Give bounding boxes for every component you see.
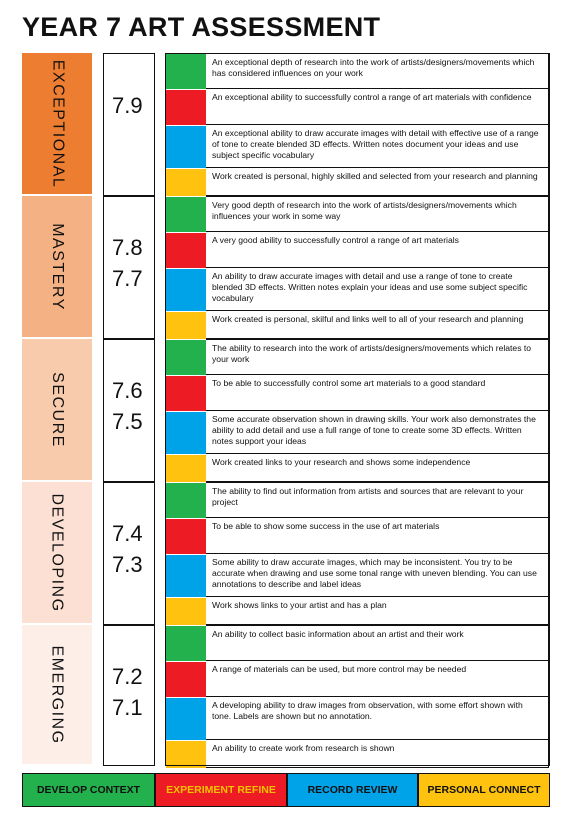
grade-box: 7.8 7.7: [103, 196, 155, 339]
level-band-secure: SECURE: [22, 339, 92, 480]
criteria-color-experiment: [166, 375, 206, 411]
criteria-text: An ability to draw accurate images with …: [206, 268, 549, 311]
level-label-text: EMERGING: [49, 644, 66, 745]
criteria-text: Work created links to your research and …: [206, 454, 549, 482]
criteria-color-personal: [166, 168, 206, 196]
grade-value: 7.8: [112, 235, 143, 260]
grade-box: 7.4 7.3: [103, 482, 155, 625]
legend-item-experiment-refine: EXPERIMENT REFINE: [155, 773, 287, 807]
grade-value: 7.6: [112, 378, 143, 403]
level-label: DEVELOPING: [22, 482, 92, 623]
criteria-text: A range of materials can be used, but mo…: [206, 661, 549, 697]
level-label-text: DEVELOPING: [49, 492, 66, 613]
criteria-text: An exceptional depth of research into th…: [206, 53, 549, 89]
level-label: MASTERY: [22, 196, 92, 337]
grade-box: 7.6 7.5: [103, 339, 155, 482]
grade-box: 7.2 7.1: [103, 625, 155, 766]
criteria-color-personal: [166, 740, 206, 768]
criteria-color-develop: [166, 53, 206, 89]
criteria-text: To be able to show some success in the u…: [206, 518, 549, 554]
criteria-color-experiment: [166, 518, 206, 554]
criteria-text: A very good ability to successfully cont…: [206, 232, 549, 268]
criteria-text: A developing ability to draw images from…: [206, 697, 549, 740]
legend-item-record-review: RECORD REVIEW: [287, 773, 418, 807]
level-label-text: MASTERY: [49, 222, 66, 311]
criteria-text: The ability to research into the work of…: [206, 339, 549, 375]
criteria-text: An ability to create work from research …: [206, 740, 549, 768]
criteria-color-record: [166, 125, 206, 168]
criteria-color-record: [166, 697, 206, 740]
legend-item-personal-connect: PERSONAL CONNECT: [418, 773, 550, 807]
level-band-developing: DEVELOPING: [22, 482, 92, 623]
criteria-color-experiment: [166, 232, 206, 268]
grade-value: 7.2: [112, 664, 143, 689]
grade-value: 7.1: [112, 695, 143, 720]
criteria-color-personal: [166, 311, 206, 339]
level-label: EMERGING: [22, 625, 92, 764]
criteria-text: Work created is personal, highly skilled…: [206, 168, 549, 196]
level-label-text: SECURE: [49, 371, 66, 448]
page-title: YEAR 7 ART ASSESSMENT: [22, 12, 381, 42]
level-label: EXCEPTIONAL: [22, 53, 92, 194]
criteria-color-record: [166, 411, 206, 454]
level-band-exceptional: EXCEPTIONAL: [22, 53, 92, 194]
criteria-color-develop: [166, 625, 206, 661]
criteria-text: An exceptional ability to draw accurate …: [206, 125, 549, 168]
criteria-text: Work created is personal, skilful and li…: [206, 311, 549, 339]
grade-box: 7.9: [103, 53, 155, 196]
grade-value: 7.7: [112, 266, 143, 291]
grade-value: 7.5: [112, 409, 143, 434]
criteria-color-personal: [166, 597, 206, 625]
level-label-text: EXCEPTIONAL: [49, 59, 66, 188]
criteria-color-develop: [166, 339, 206, 375]
criteria-text: To be able to successfully control some …: [206, 375, 549, 411]
criteria-text: Some accurate observation shown in drawi…: [206, 411, 549, 454]
criteria-color-personal: [166, 454, 206, 482]
criteria-color-develop: [166, 482, 206, 518]
criteria-text: An exceptional ability to successfully c…: [206, 89, 549, 125]
criteria-color-record: [166, 554, 206, 597]
criteria-color-experiment: [166, 661, 206, 697]
criteria-text: Some ability to draw accurate images, wh…: [206, 554, 549, 597]
criteria-text: The ability to find out information from…: [206, 482, 549, 518]
criteria-text: Very good depth of research into the wor…: [206, 196, 549, 232]
criteria-text: An ability to collect basic information …: [206, 625, 549, 661]
criteria-color-record: [166, 268, 206, 311]
grade-value: 7.4: [112, 521, 143, 546]
criteria-text: Work shows links to your artist and has …: [206, 597, 549, 625]
grade-value: 7.3: [112, 552, 143, 577]
criteria-color-experiment: [166, 89, 206, 125]
grade-value: 7.9: [112, 93, 143, 118]
criteria-color-develop: [166, 196, 206, 232]
level-band-emerging: EMERGING: [22, 625, 92, 764]
level-label: SECURE: [22, 339, 92, 480]
level-band-mastery: MASTERY: [22, 196, 92, 337]
legend-item-develop-context: DEVELOP CONTEXT: [22, 773, 155, 807]
